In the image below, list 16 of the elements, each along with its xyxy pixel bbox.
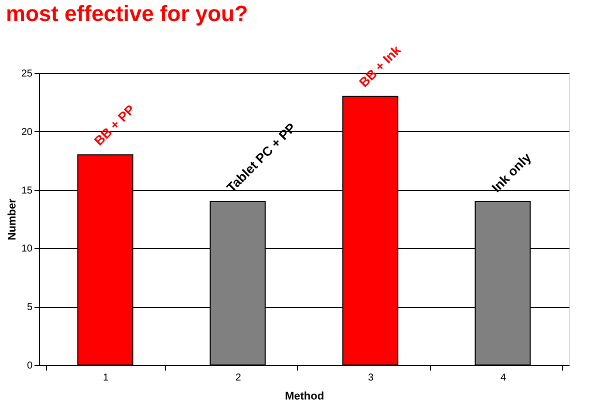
annotation: BB + Ink [356, 42, 404, 90]
annotation: BB + PP [91, 102, 138, 148]
x-tick-label: 4 [500, 372, 506, 384]
y-tick-label: 5 [26, 302, 33, 314]
chart-title: most effective for you? [6, 0, 248, 26]
x-tick-label: 3 [368, 372, 374, 384]
x-tick-label: 1 [102, 372, 109, 384]
y-tick-label: 15 [21, 185, 33, 196]
y-tick-label: 0 [26, 360, 33, 372]
y-tick-label: 25 [21, 68, 33, 80]
x-tick-label: 2 [235, 372, 242, 384]
y-axis-title: Number [6, 198, 18, 240]
y-tick-label: 10 [21, 244, 33, 255]
annotation: Ink only [488, 149, 534, 196]
x-axis-title: Method [284, 390, 324, 402]
y-tick-label: 20 [21, 126, 33, 138]
